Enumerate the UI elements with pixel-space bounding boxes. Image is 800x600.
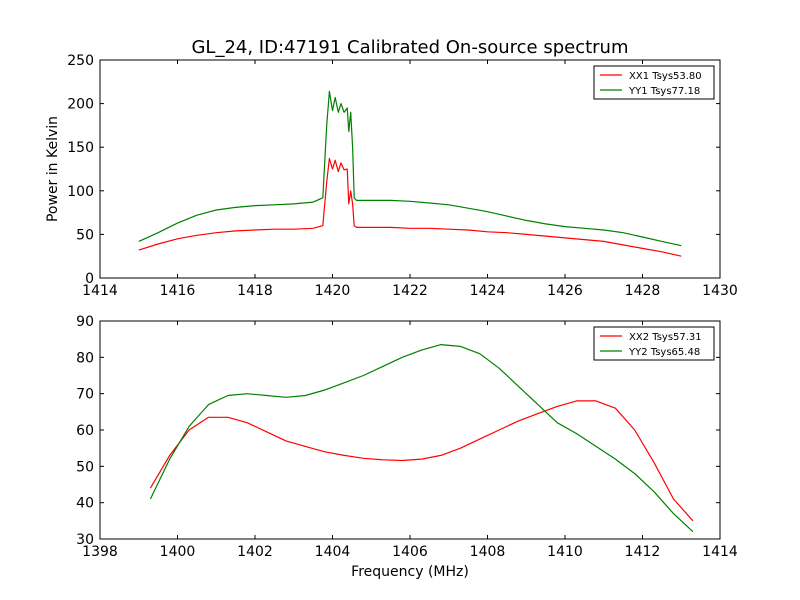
y-tick-label: 80 [76, 350, 94, 366]
x-tick-label: 1402 [237, 544, 273, 560]
x-tick-label: 1424 [470, 283, 506, 299]
y-tick-label: 0 [85, 271, 94, 287]
x-tick-label: 1398 [82, 544, 118, 560]
x-tick-label: 1412 [625, 544, 661, 560]
legend-label: XX1 Tsys53.80 [629, 71, 702, 82]
x-tick-label: 1422 [392, 283, 428, 299]
y-tick-label: 90 [76, 314, 94, 330]
x-tick-label: 1410 [547, 544, 583, 560]
legend: XX1 Tsys53.80 YY1 Tsys77.18 [593, 65, 715, 100]
top-panel: 1414 1416 1418 1420 1422 1424 1426 1428 1430 0 50 1… [45, 53, 738, 299]
series-line-2-1 [149, 400, 694, 522]
x-tick-label: 1404 [315, 544, 351, 560]
x-tick-label: 1430 [702, 283, 738, 299]
bottom-panel: 1398 1400 1402 1404 1406 1408 1410 1412 1414 30 40… [76, 314, 738, 580]
y-tick-label: 70 [76, 387, 94, 403]
x-tick-label: 1420 [315, 283, 351, 299]
y-tick-label: 150 [67, 140, 94, 156]
legend-box [593, 65, 715, 100]
x-tick-label: 1414 [82, 283, 118, 299]
y-tick-label: 50 [76, 227, 94, 243]
y-axis-label: Power in Kelvin [45, 116, 61, 222]
y-tick-label: 250 [67, 53, 94, 69]
x-tick-label: 1408 [470, 544, 506, 560]
series-line-1-2 [138, 90, 682, 247]
x-axis-label: Frequency (MHz) [351, 564, 469, 580]
y-tick-label: 100 [67, 184, 94, 200]
y-tick-label: 30 [76, 532, 94, 548]
y-tick-label: 200 [67, 97, 94, 113]
legend-label: YY2 Tsys65.48 [628, 347, 700, 358]
series-line-1-1 [138, 157, 682, 257]
x-tick-label: 1418 [237, 283, 273, 299]
y-tick-label: 40 [76, 496, 94, 512]
legend-label: YY1 Tsys77.18 [628, 86, 700, 97]
x-tick-label: 1426 [547, 283, 583, 299]
y-tick-label: 60 [76, 423, 94, 439]
x-tick-label: 1400 [160, 544, 196, 560]
legend-box [593, 326, 715, 361]
y-tick-label: 50 [76, 459, 94, 475]
x-tick-label: 1414 [702, 544, 738, 560]
x-tick-label: 1416 [160, 283, 196, 299]
legend: XX2 Tsys57.31 YY2 Tsys65.48 [593, 326, 715, 361]
legend-label: XX2 Tsys57.31 [629, 332, 702, 343]
chart-title: GL_24, ID:47191 Calibrated On-source spe… [191, 37, 628, 58]
x-tick-label: 1406 [392, 544, 428, 560]
series-line-2-2 [149, 344, 694, 533]
x-tick-label: 1428 [625, 283, 661, 299]
